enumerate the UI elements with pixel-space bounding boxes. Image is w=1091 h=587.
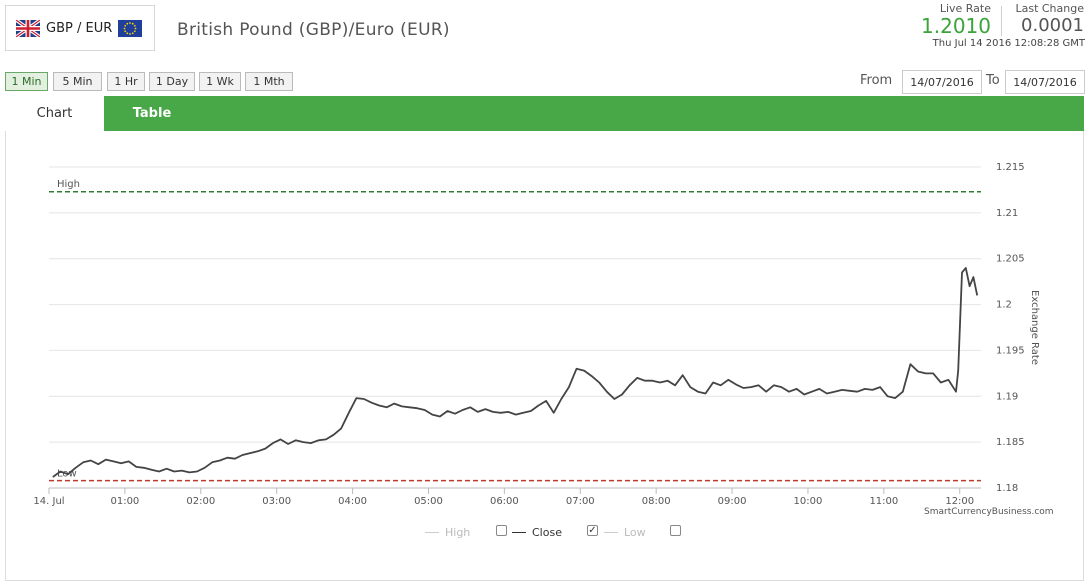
- rate-timestamp: Thu Jul 14 2016 12:08:28 GMT: [932, 38, 1085, 49]
- live-rate: Live Rate 1.2010: [905, 2, 991, 37]
- y-tick-label: 1.21: [996, 208, 1018, 219]
- y-tick-label: 1.215: [996, 162, 1025, 173]
- legend-low-line-icon: [604, 531, 618, 533]
- legend-close-label: Close: [532, 525, 562, 539]
- to-label: To: [986, 73, 1000, 88]
- last-change-label: Last Change: [1015, 2, 1084, 15]
- interval-1hr-button[interactable]: 1 Hr: [107, 72, 145, 91]
- uk-flag-icon: [16, 19, 40, 37]
- y-axis-title: Exchange Rate: [1029, 290, 1040, 365]
- interval-1wk-button[interactable]: 1 Wk: [199, 72, 241, 91]
- from-date-input[interactable]: [902, 70, 982, 94]
- exchange-rate-chart: 1.18 1.185 1.19 1.195 1.2 1.205 1.21 1.215 14. J…: [33, 162, 1040, 507]
- legend-low[interactable]: Low: [604, 524, 646, 540]
- x-tick-label: 05:00: [414, 496, 443, 507]
- interval-1day-button[interactable]: 1 Day: [149, 72, 195, 91]
- x-tick-label: 03:00: [262, 496, 291, 507]
- x-tick-label: 10:00: [794, 496, 823, 507]
- legend-close[interactable]: Close: [512, 524, 562, 540]
- legend-high-checkbox[interactable]: [496, 525, 507, 536]
- y-tick-label: 1.195: [996, 345, 1025, 356]
- legend-close-checkbox[interactable]: ✓: [587, 525, 598, 536]
- currency-pair-selector[interactable]: GBP / EUR: [5, 5, 155, 51]
- to-date-input[interactable]: [1005, 70, 1085, 94]
- eu-flag-icon: [118, 19, 143, 37]
- legend-high-line-icon: [425, 531, 439, 533]
- x-tick-label: 02:00: [186, 496, 215, 507]
- interval-1mth-button[interactable]: 1 Mth: [245, 72, 293, 91]
- interval-5min-button[interactable]: 5 Min: [53, 72, 102, 91]
- header-divider: [1001, 6, 1002, 36]
- chart-credit: SmartCurrencyBusiness.com: [924, 507, 1054, 517]
- x-tick-label: 04:00: [338, 496, 367, 507]
- x-tick-label: 09:00: [718, 496, 747, 507]
- legend-close-line-icon: [512, 531, 526, 533]
- interval-1min-button[interactable]: 1 Min: [5, 72, 48, 91]
- x-tick-label: 08:00: [642, 496, 671, 507]
- legend-low-checkbox[interactable]: [670, 525, 681, 536]
- x-tick-label: 06:00: [490, 496, 519, 507]
- chart-panel: 1.18 1.185 1.19 1.195 1.2 1.205 1.21 1.215 14. J…: [5, 131, 1084, 581]
- pair-short-label: GBP / EUR: [46, 20, 113, 36]
- y-tick-label: 1.19: [996, 391, 1018, 402]
- close-series-line: [52, 266, 979, 478]
- high-line-label: High: [57, 179, 80, 190]
- x-tick-label: 11:00: [869, 496, 898, 507]
- legend-low-label: Low: [624, 525, 646, 539]
- y-tick-label: 1.205: [996, 254, 1025, 265]
- tab-table[interactable]: Table: [132, 106, 172, 121]
- view-tabs: Chart Table: [5, 96, 1084, 131]
- from-label: From: [860, 73, 893, 88]
- x-tick-label: 01:00: [110, 496, 139, 507]
- live-rate-label: Live Rate: [939, 2, 991, 15]
- legend-high[interactable]: High: [425, 524, 470, 540]
- live-rate-value: 1.2010: [921, 14, 991, 38]
- page-title: British Pound (GBP)/Euro (EUR): [177, 20, 450, 40]
- last-change: Last Change 0.0001: [1006, 2, 1084, 37]
- last-change-value: 0.0001: [1021, 15, 1084, 36]
- x-tick-label: 14. Jul: [33, 496, 64, 507]
- y-tick-label: 1.2: [996, 300, 1012, 311]
- tab-chart[interactable]: Chart: [5, 96, 104, 131]
- x-tick-label: 07:00: [566, 496, 595, 507]
- x-tick-label: 12:00: [945, 496, 974, 507]
- y-tick-label: 1.185: [996, 437, 1025, 448]
- legend-high-label: High: [445, 525, 471, 539]
- y-tick-label: 1.18: [996, 483, 1018, 494]
